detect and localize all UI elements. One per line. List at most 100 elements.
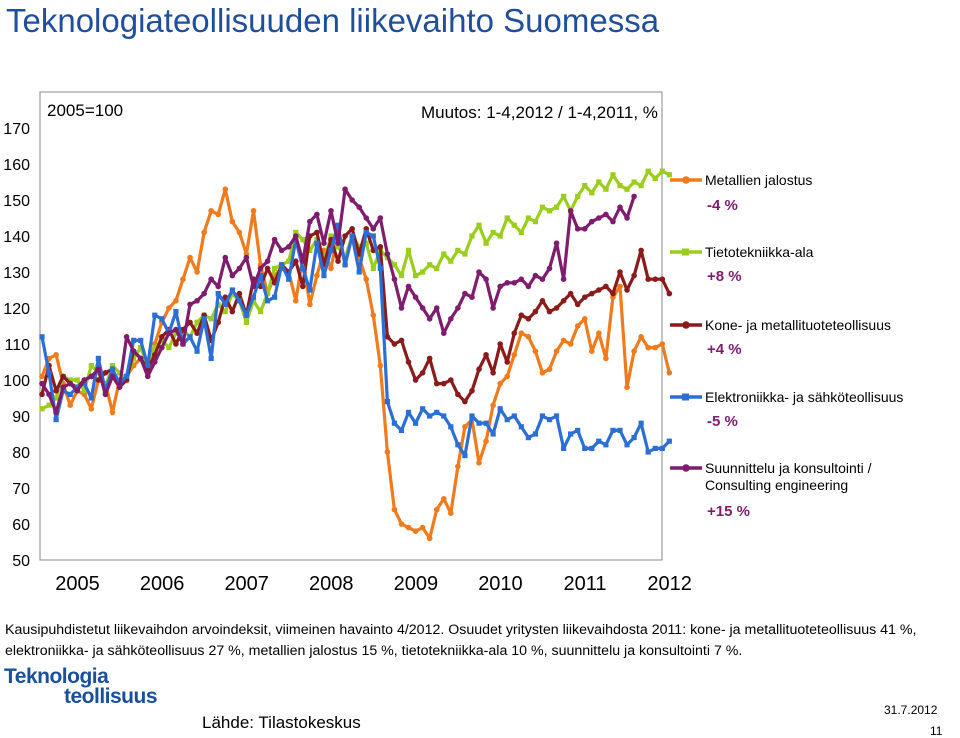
data-point: [455, 442, 461, 448]
data-point: [666, 290, 673, 297]
data-point: [138, 337, 144, 343]
data-point: [236, 298, 242, 304]
data-point: [666, 172, 672, 178]
data-point: [497, 283, 503, 290]
data-point: [476, 269, 482, 275]
data-point: [279, 262, 285, 268]
data-point: [201, 229, 207, 236]
data-point: [398, 337, 405, 344]
y-tick-label: 60: [12, 517, 30, 534]
data-point: [292, 258, 299, 265]
x-tick-label: 2010: [478, 573, 523, 595]
data-point: [610, 172, 616, 178]
data-point: [504, 280, 511, 286]
data-point: [116, 384, 123, 391]
data-point: [342, 186, 348, 192]
page-title: Teknologiateollisuuden liikevaihto Suome…: [6, 2, 660, 39]
data-point: [314, 240, 320, 246]
data-point: [448, 316, 454, 322]
data-point: [356, 269, 362, 275]
legend-change-value: -4 %: [707, 197, 738, 214]
data-point: [469, 413, 475, 419]
data-point: [335, 258, 341, 265]
data-point: [490, 402, 496, 409]
legend: Metallien jalostus -4 % Tietotekniikka-ala…: [670, 172, 903, 520]
legend-label: Kone- ja metallituoteteollisuus: [705, 317, 891, 333]
series-4: [39, 186, 637, 416]
data-point: [412, 273, 419, 279]
data-point: [483, 240, 489, 246]
data-point: [180, 276, 186, 283]
data-point: [131, 355, 137, 361]
data-point: [384, 251, 391, 257]
data-point: [433, 305, 440, 311]
data-point: [455, 305, 461, 311]
source-label: Lähde: Tilastokeskus: [202, 713, 361, 732]
data-point: [589, 190, 595, 196]
data-point: [518, 330, 525, 337]
data-point: [596, 287, 602, 293]
data-point: [39, 391, 45, 398]
data-point: [434, 409, 440, 415]
data-point: [426, 316, 433, 322]
data-point: [208, 316, 214, 322]
data-point: [483, 420, 489, 426]
data-point: [532, 348, 539, 355]
data-point: [518, 229, 524, 235]
data-point: [208, 355, 214, 361]
y-tick-label: 150: [3, 193, 30, 210]
data-point: [567, 208, 574, 214]
data-point: [271, 236, 278, 243]
data-point: [588, 290, 595, 297]
data-point: [462, 453, 468, 459]
data-point: [532, 219, 539, 225]
data-point: [321, 273, 327, 279]
legend-label: Tietotekniikka-ala: [705, 244, 814, 260]
data-point: [624, 287, 630, 293]
data-point: [511, 352, 518, 358]
data-point: [497, 233, 503, 239]
data-point: [666, 370, 673, 376]
data-point: [511, 413, 517, 419]
data-point: [610, 427, 616, 433]
data-point: [638, 183, 644, 189]
data-point: [60, 373, 66, 380]
data-point: [638, 247, 644, 254]
data-point: [229, 218, 236, 225]
data-point: [581, 294, 588, 301]
data-point: [377, 265, 383, 271]
data-point: [631, 272, 637, 279]
data-point: [53, 352, 59, 358]
data-point: [574, 323, 581, 329]
data-point: [398, 427, 405, 433]
data-point: [582, 445, 588, 451]
data-point: [151, 359, 158, 365]
data-point: [617, 427, 623, 433]
data-point: [659, 276, 666, 283]
data-point: [575, 427, 581, 433]
data-point: [546, 417, 553, 423]
data-point: [370, 233, 376, 239]
data-point: [159, 316, 165, 322]
legend-item: Kone- ja metallituoteteollisuus +4 %: [670, 317, 891, 358]
data-point: [370, 265, 376, 271]
data-point: [53, 417, 59, 423]
data-point: [539, 298, 546, 304]
data-point: [194, 348, 200, 354]
data-point: [419, 305, 426, 311]
data-point: [539, 276, 546, 283]
data-point: [67, 391, 73, 397]
data-point: [109, 363, 116, 369]
data-point: [144, 373, 151, 380]
date-label: 31.7.2012: [884, 703, 938, 717]
data-point: [617, 204, 623, 210]
data-point: [539, 413, 546, 419]
data-point: [398, 305, 405, 311]
data-point: [377, 215, 384, 221]
data-point: [74, 388, 81, 394]
legend-item: Elektroniikka- ja sähköteollisuus -5 %: [670, 389, 903, 430]
data-point: [490, 305, 496, 311]
legend-item: Metallien jalostus -4 %: [670, 172, 812, 214]
data-point: [525, 215, 531, 221]
data-point: [652, 445, 658, 451]
